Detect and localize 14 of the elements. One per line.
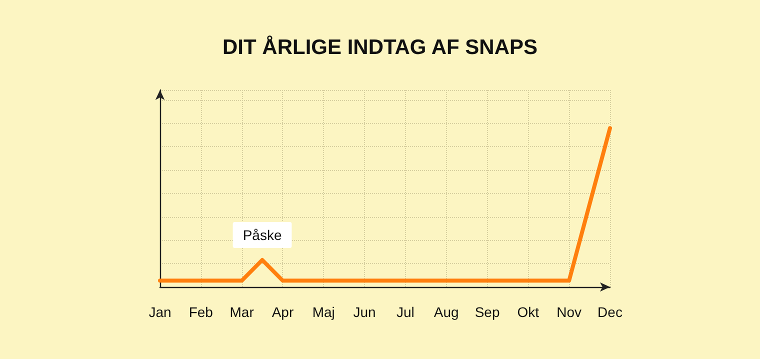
x-tick-label: Nov: [556, 304, 582, 320]
x-tick-label: Jul: [396, 304, 414, 320]
x-tick-label: Sep: [474, 304, 500, 320]
x-tick-label: Dec: [598, 304, 622, 320]
x-tick-label: Mar: [230, 304, 254, 320]
x-tick-label: Apr: [272, 304, 294, 320]
chart-title: DIT ÅRLIGE INDTAG AF SNAPS: [222, 35, 538, 59]
x-tick-label: Maj: [312, 304, 335, 320]
x-tick-label: Jun: [353, 304, 376, 320]
x-tick-label: Feb: [188, 304, 214, 320]
x-tick-label: Okt: [517, 304, 540, 320]
annotation: Påske: [242, 226, 282, 243]
x-tick-label: Aug: [434, 304, 459, 320]
x-tick-label: Jan: [148, 304, 172, 320]
